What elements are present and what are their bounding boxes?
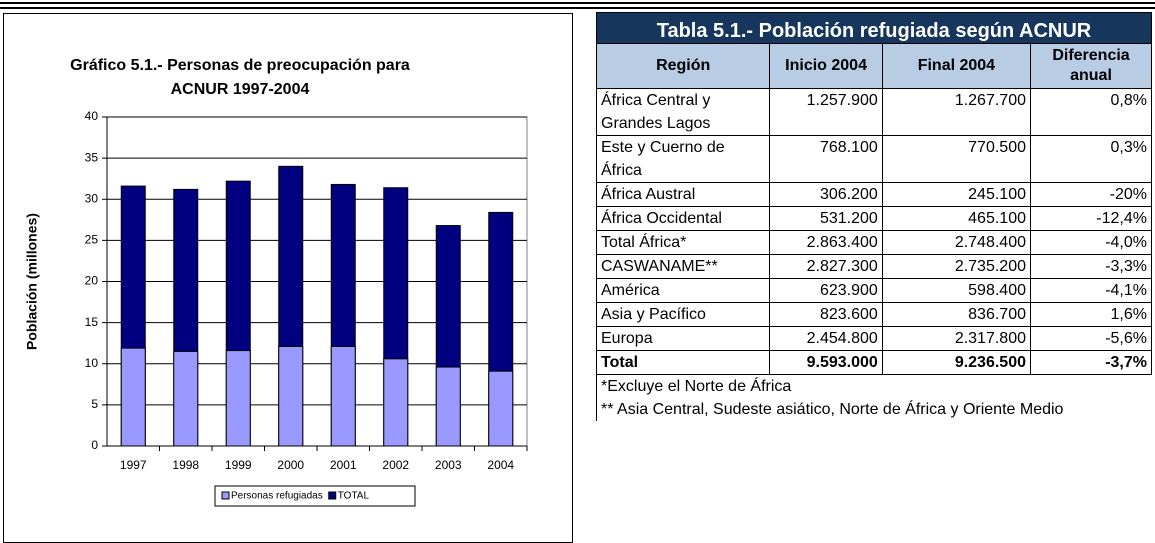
top-rule xyxy=(0,7,1155,9)
table-cell: África Austral xyxy=(595,182,771,207)
table-cell: -4,1% xyxy=(1030,278,1152,303)
bar xyxy=(488,370,514,447)
table-row: América 623.900 598.400 -4,1% xyxy=(595,278,1152,303)
table-row: CASWANAME** 2.827.300 2.735.200 -3,3% xyxy=(595,254,1152,279)
table-cell: Asia y Pacífico xyxy=(595,302,771,327)
table-cell: 9.593.000 xyxy=(769,350,883,375)
x-tick-label: 1999 xyxy=(225,458,252,472)
table-cell: 770.500 xyxy=(881,135,1032,183)
table-cell: -12,4% xyxy=(1030,206,1152,231)
chart: 0 5 10 15 20 25 30 35 40 Población (millones) 1997… xyxy=(24,109,528,507)
table-cell: 1.257.900 xyxy=(769,88,883,136)
table-cell: Final 2004 xyxy=(881,43,1032,89)
bar xyxy=(278,345,304,447)
table-cell: 0,3% xyxy=(1030,135,1152,183)
bar xyxy=(435,366,461,447)
legend xyxy=(214,485,416,507)
y-axis-label: Población (millones) xyxy=(24,213,40,350)
table-row: Total África* 2.863.400 2.748.400 -4,0% xyxy=(595,230,1152,255)
table-cell: 2.454.800 xyxy=(769,326,883,351)
x-tick-label: 1997 xyxy=(120,458,147,472)
bar xyxy=(120,347,146,447)
table-cell: 2.735.200 xyxy=(881,254,1032,279)
table-row: Región Inicio 2004 Final 2004 Diferencia an… xyxy=(595,43,1152,89)
table-cell: 0,8% xyxy=(1030,88,1152,136)
table-cell: 2.863.400 xyxy=(769,230,883,255)
bar xyxy=(330,345,356,447)
table-cell: África Occidental xyxy=(595,206,771,231)
top-rule xyxy=(0,2,1155,4)
table-cell: Este y Cuerno de África xyxy=(595,135,771,183)
table-row: Asia y Pacífico 823.600 836.700 1,6% xyxy=(595,302,1152,327)
bar xyxy=(173,350,199,447)
table-cell: 531.200 xyxy=(769,206,883,231)
table-cell: -20% xyxy=(1030,182,1152,207)
table-cell: 245.100 xyxy=(881,182,1032,207)
table-cell: *Excluye el Norte de África xyxy=(596,374,1152,398)
table-cell: -4,0% xyxy=(1030,230,1152,255)
y-tick-label: 35 xyxy=(85,150,99,164)
table-cell: ** Asia Central, Sudeste asiático, Norte… xyxy=(596,398,1152,421)
table-cell: Europa xyxy=(595,326,771,351)
y-tick-label: 25 xyxy=(85,233,99,247)
table-row: África Central y Grandes Lagos 1.257.900 1… xyxy=(595,88,1152,136)
x-tick-label: 1998 xyxy=(172,458,199,472)
table-cell: 1,6% xyxy=(1030,302,1152,327)
table-row: África Austral 306.200 245.100 -20% xyxy=(595,182,1152,207)
table-row: África Occidental 531.200 465.100 -12,4% xyxy=(595,206,1152,231)
table-cell: 598.400 xyxy=(881,278,1032,303)
table-cell: CASWANAME** xyxy=(595,254,771,279)
y-tick-label: 20 xyxy=(85,274,99,288)
table-cell: 768.100 xyxy=(769,135,883,183)
y-tick-label: 10 xyxy=(85,356,99,370)
table-cell: 1.267.700 xyxy=(881,88,1032,136)
table-cell: Diferencia anual xyxy=(1030,43,1152,89)
legend-swatch xyxy=(328,491,337,500)
table-row: *Excluye el Norte de África xyxy=(596,374,1152,398)
table-row: Tabla 5.1.- Población refugiada según AC… xyxy=(596,12,1152,44)
x-tick-label: 2004 xyxy=(487,458,514,472)
table-row: Este y Cuerno de África 768.100 770.500 0,3… xyxy=(595,135,1152,183)
table-cell: 836.700 xyxy=(881,302,1032,327)
y-tick-label: 40 xyxy=(85,109,99,123)
table-cell: 2.748.400 xyxy=(881,230,1032,255)
x-tick-label: 2001 xyxy=(330,458,357,472)
table-cell: 9.236.500 xyxy=(881,350,1032,375)
table-cell: América xyxy=(595,278,771,303)
bar xyxy=(383,358,409,447)
table-cell: 623.900 xyxy=(769,278,883,303)
table-row: Europa 2.454.800 2.317.800 -5,6% xyxy=(595,326,1152,351)
chart-title: Gráfico 5.1.- Personas de preocupación p… xyxy=(70,57,410,98)
table-row: ** Asia Central, Sudeste asiático, Norte… xyxy=(596,398,1152,421)
table-cell: África Central y Grandes Lagos xyxy=(595,88,771,136)
legend-label: TOTAL xyxy=(338,491,370,502)
y-tick-label: 30 xyxy=(85,191,99,205)
table-cell: -5,6% xyxy=(1030,326,1152,351)
table-cell: 2.317.800 xyxy=(881,326,1032,351)
table-cell: 2.827.300 xyxy=(769,254,883,279)
table-cell: Región xyxy=(595,43,771,89)
y-tick-label: 15 xyxy=(85,315,99,329)
table-cell: Tabla 5.1.- Población refugiada según AC… xyxy=(596,12,1152,44)
table-cell: -3,3% xyxy=(1030,254,1152,279)
table-cell: Inicio 2004 xyxy=(769,43,883,89)
bar xyxy=(225,350,251,447)
legend-swatch xyxy=(221,491,230,500)
x-tick-label: 2000 xyxy=(277,458,304,472)
x-tick-label: 2002 xyxy=(382,458,409,472)
table-cell: Total xyxy=(595,350,771,375)
table-cell: 823.600 xyxy=(769,302,883,327)
y-tick-label: 0 xyxy=(91,438,98,452)
table-cell: -3,7% xyxy=(1030,350,1152,375)
legend-label: Personas refugiadas xyxy=(231,491,323,502)
table-cell: 306.200 xyxy=(769,182,883,207)
y-tick-label: 5 xyxy=(91,397,98,411)
table: Tabla 5.1.- Población refugiada según AC… xyxy=(595,12,1152,421)
table-cell: 465.100 xyxy=(881,206,1032,231)
table-cell: Total África* xyxy=(595,230,771,255)
x-tick-label: 2003 xyxy=(435,458,462,472)
table-row: Total 9.593.000 9.236.500 -3,7% xyxy=(595,350,1152,375)
